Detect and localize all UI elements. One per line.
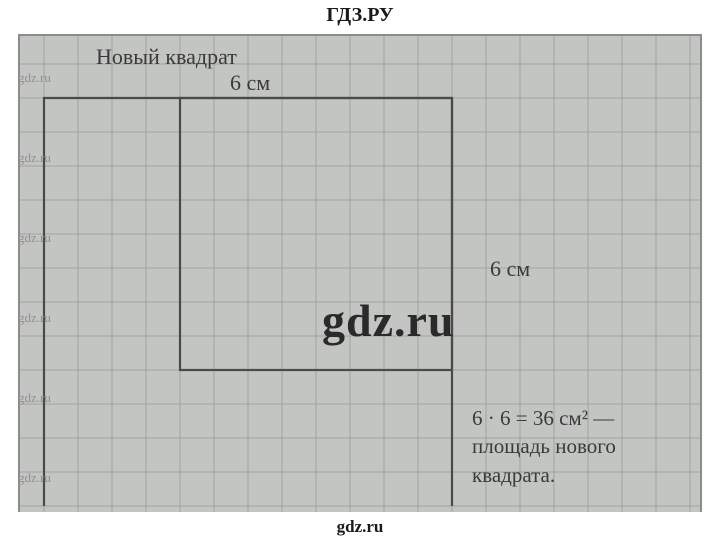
solution-line-1: 6 · 6 = 36 см² — xyxy=(472,404,616,432)
side-watermark: gdz.ru xyxy=(18,390,51,406)
side-watermark: gdz.ru xyxy=(18,230,51,246)
solution-line-2: площадь нового xyxy=(472,432,616,460)
dimension-top: 6 см xyxy=(230,70,270,96)
dimension-right: 6 см xyxy=(490,256,530,282)
side-watermark: gdz.ru xyxy=(18,470,51,486)
side-watermark: gdz.ru xyxy=(18,70,51,86)
side-watermark: gdz.ru xyxy=(18,150,51,166)
center-watermark: gdz.ru xyxy=(322,294,455,347)
diagram-title: Новый квадрат xyxy=(96,44,237,70)
page-header: ГДЗ.РУ xyxy=(0,4,720,27)
diagram-frame: Новый квадрат 6 см 6 см gdz.ru 6 · 6 = 3… xyxy=(18,34,702,512)
page-footer: gdz.ru xyxy=(0,517,720,537)
side-watermark: gdz.ru xyxy=(18,310,51,326)
solution-line-3: квадрата. xyxy=(472,461,616,489)
solution-text: 6 · 6 = 36 см² — площадь нового квадрата… xyxy=(472,404,616,489)
